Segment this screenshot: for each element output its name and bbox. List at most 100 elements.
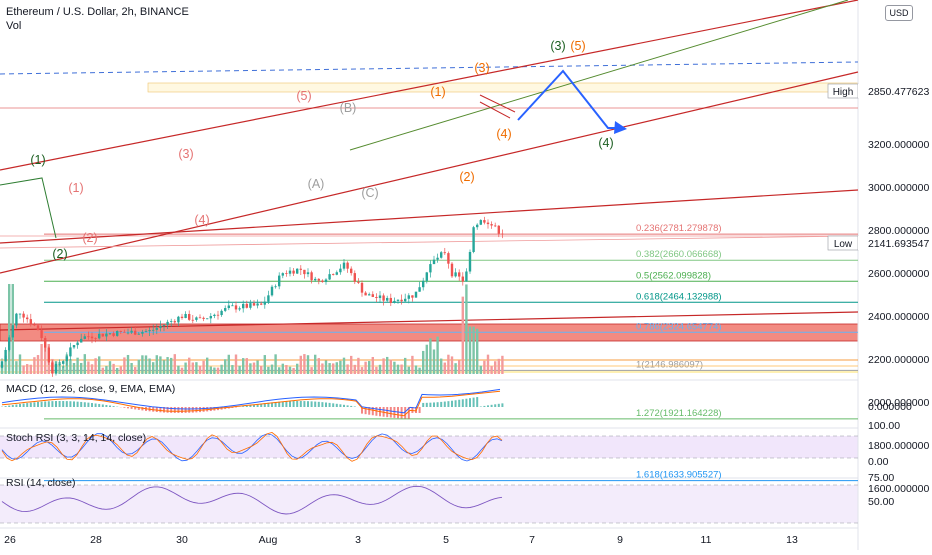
candle-body	[91, 337, 93, 339]
candle-body	[372, 294, 374, 297]
candle-body	[58, 364, 60, 365]
price-axis-tick: 3200.000000	[868, 139, 929, 151]
macd-histogram-bar	[483, 406, 485, 407]
fib-level-label: 0.236(2781.279878)	[636, 223, 722, 234]
candle-body	[422, 281, 424, 287]
candle-body	[51, 362, 53, 373]
macd-histogram-bar	[15, 404, 17, 407]
candle-body	[105, 334, 107, 337]
candle-body	[321, 281, 323, 282]
candle-body	[379, 295, 381, 298]
fib-level-label: 1.618(1633.905527)	[636, 470, 722, 481]
volume-bar	[267, 367, 269, 374]
candle-body	[364, 293, 366, 296]
volume-bar	[192, 362, 194, 374]
macd-histogram-bar	[444, 402, 446, 407]
candle-body	[145, 331, 147, 332]
candle-body	[55, 364, 57, 373]
volume-bar	[462, 297, 464, 374]
candle-body	[346, 263, 348, 269]
candle-body	[296, 269, 298, 274]
volume-bar	[379, 365, 381, 374]
candle-body	[454, 272, 456, 276]
volume-bar	[210, 367, 212, 374]
candle-body	[4, 350, 6, 361]
volume-bar	[37, 355, 39, 374]
candle-body	[217, 315, 219, 316]
volume-bar	[274, 354, 276, 374]
candle-body	[48, 348, 50, 363]
price-axis-tick: 3000.000000	[868, 182, 929, 194]
candle-body	[336, 272, 338, 274]
candle-body	[206, 318, 208, 319]
macd-histogram-bar	[98, 404, 100, 407]
candle-body	[12, 325, 14, 337]
macd-histogram-bar	[473, 398, 475, 407]
macd-histogram-bar	[491, 405, 493, 407]
volume-bar	[498, 359, 500, 374]
candle-body	[411, 295, 413, 297]
macd-histogram-bar	[476, 397, 478, 407]
macd-histogram-bar	[91, 403, 93, 407]
volume-bar	[400, 365, 402, 374]
candle-body	[458, 272, 460, 276]
volume-bar	[260, 366, 262, 374]
volume-bar	[325, 361, 327, 374]
volume-bar	[483, 361, 485, 374]
volume-bar	[386, 357, 388, 374]
macd-histogram-bar	[332, 403, 334, 407]
marker-value: 2850.477623	[868, 86, 929, 98]
candle-body	[314, 279, 316, 280]
volume-bar	[408, 367, 410, 374]
volume-bar	[8, 284, 10, 374]
volume-bar	[181, 368, 183, 374]
macd-histogram-bar	[419, 407, 421, 413]
macd-histogram-bar	[440, 402, 442, 407]
candle-body	[451, 264, 453, 277]
time-axis-tick: 3	[355, 534, 361, 546]
candle-body	[490, 224, 492, 225]
volume-bar	[123, 357, 125, 374]
candle-body	[195, 317, 197, 320]
macd-histogram-bar	[131, 407, 133, 409]
volume-bar	[26, 364, 28, 374]
candle-body	[40, 330, 42, 338]
macd-histogram-bar	[455, 400, 457, 407]
price-axis-tick: 2400.000000	[868, 311, 929, 323]
wave-label: (3)	[550, 39, 565, 53]
time-axis-tick: 13	[786, 534, 798, 546]
macd-histogram-bar	[55, 401, 57, 407]
candle-body	[220, 311, 222, 315]
candle-body	[138, 334, 140, 335]
marker-label: High	[833, 87, 854, 98]
macd-histogram-bar	[87, 403, 89, 407]
dashed-target-line	[0, 62, 858, 74]
candle-body	[181, 317, 183, 318]
price-axis-tick: 1600.000000	[868, 483, 929, 495]
macd-histogram-bar	[188, 407, 190, 413]
volume-bar	[429, 338, 431, 374]
projection-arrowhead	[614, 121, 627, 134]
macd-histogram-bar	[30, 403, 32, 407]
volume-bar	[271, 365, 273, 374]
candle-body	[343, 263, 345, 269]
volume-bar	[30, 365, 32, 374]
candle-body	[357, 282, 359, 283]
currency-badge[interactable]: USD	[885, 5, 913, 21]
time-axis-tick: Aug	[259, 534, 278, 546]
candle-body	[120, 331, 122, 332]
volume-bar	[490, 366, 492, 374]
candle-body	[429, 264, 431, 272]
candle-body	[76, 343, 78, 346]
macd-histogram-bar	[329, 403, 331, 407]
candle-body	[213, 315, 215, 316]
macd-histogram-bar	[480, 406, 482, 407]
volume-bar	[310, 367, 312, 374]
candle-body	[469, 252, 471, 272]
wave-label: (2)	[82, 231, 97, 245]
candle-body	[224, 308, 226, 311]
macd-histogram-bar	[451, 401, 453, 407]
candle-body	[102, 334, 104, 337]
macd-histogram-bar	[501, 403, 503, 407]
